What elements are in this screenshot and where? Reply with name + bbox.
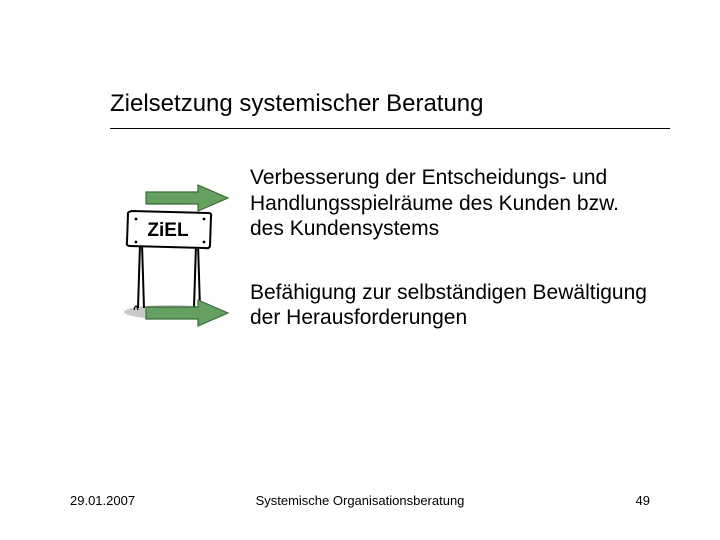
footer-title: Systemische Organisationsberatung xyxy=(0,493,720,508)
content: Verbesserung der Entscheidungs- und Hand… xyxy=(110,165,650,369)
arrow-icon xyxy=(110,280,250,328)
bullet-text: Verbesserung der Entscheidungs- und Hand… xyxy=(250,165,650,242)
slide: Zielsetzung systemischer Beratung ZiEL xyxy=(0,0,720,540)
bullet-text: Befähigung zur selbständigen Bewältigung… xyxy=(250,280,650,331)
title-row: Zielsetzung systemischer Beratung xyxy=(110,90,670,118)
bullet-row-2: Befähigung zur selbständigen Bewältigung… xyxy=(110,280,650,331)
footer: 29.01.2007 Systemische Organisationsbera… xyxy=(0,490,720,510)
title-rule xyxy=(110,128,670,129)
arrow-icon xyxy=(110,165,250,213)
bullet-row-1: Verbesserung der Entscheidungs- und Hand… xyxy=(110,165,650,242)
slide-title: Zielsetzung systemischer Beratung xyxy=(110,90,670,118)
